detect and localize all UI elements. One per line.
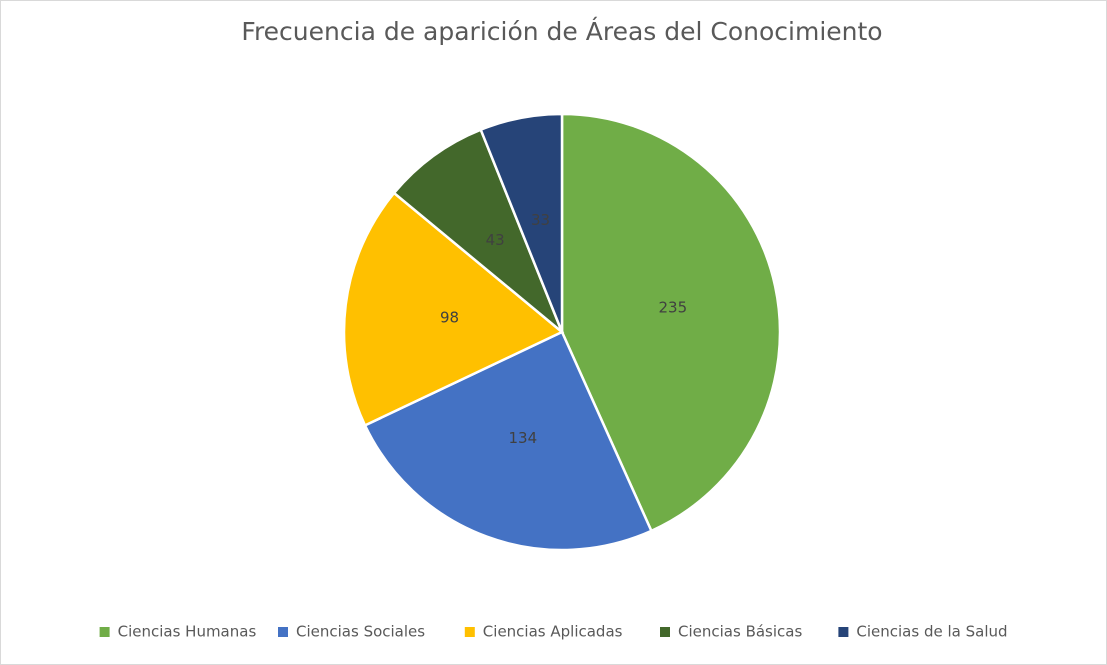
legend-label: Ciencias Sociales (296, 623, 425, 641)
data-label: 43 (486, 231, 505, 249)
legend-label: Ciencias Humanas (118, 623, 257, 641)
legend-swatch (99, 627, 110, 637)
data-label: 235 (659, 299, 688, 317)
pie-slice (342, 191, 565, 428)
legend-swatch (838, 627, 849, 637)
data-label: 33 (531, 211, 550, 229)
legend-label: Ciencias Aplicadas (483, 623, 623, 641)
data-label: 98 (440, 308, 459, 326)
data-label: 134 (508, 429, 537, 447)
legend-label: Ciencias Básicas (678, 623, 802, 641)
legend-swatch (464, 627, 475, 637)
legend-label: Ciencias de la Salud (856, 623, 1007, 641)
pie-slice (392, 128, 564, 333)
legend-swatch (660, 627, 670, 637)
pie-slice (363, 330, 654, 552)
pie-slice (479, 112, 564, 333)
legend-swatch (278, 627, 288, 637)
pie-slice (560, 112, 782, 533)
chart-title: Frecuencia de aparición de Áreas del Con… (241, 17, 882, 46)
